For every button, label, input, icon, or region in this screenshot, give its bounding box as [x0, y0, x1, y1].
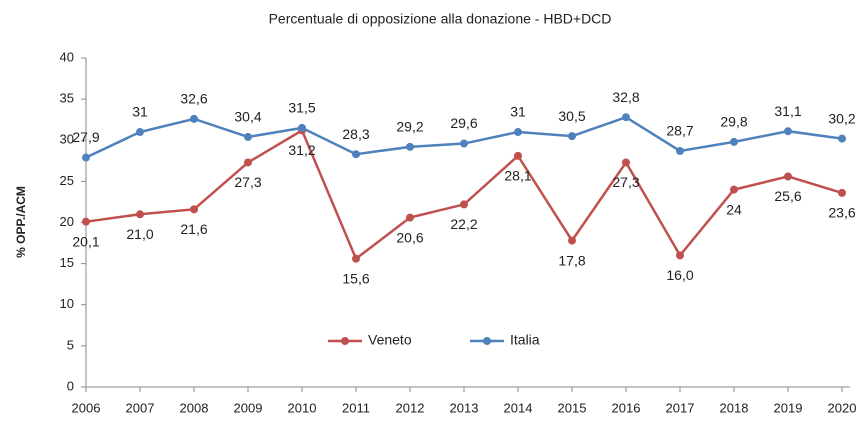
- data-label: 29,2: [396, 119, 423, 135]
- data-point: [676, 251, 684, 260]
- data-label: 28,1: [504, 168, 531, 184]
- data-point: [298, 123, 306, 132]
- data-label: 16,0: [666, 267, 693, 283]
- data-point: [568, 132, 576, 141]
- x-tick-label: 2013: [450, 400, 479, 415]
- series-line: [85, 128, 843, 261]
- y-tick-label: 5: [67, 337, 74, 352]
- data-point: [838, 188, 846, 197]
- data-point: [622, 158, 630, 167]
- data-point: [352, 254, 360, 263]
- data-label: 27,3: [612, 174, 639, 190]
- data-label: 31,5: [288, 100, 315, 116]
- data-point: [676, 146, 684, 155]
- data-label: 20,1: [72, 233, 99, 249]
- data-label: 27,3: [234, 174, 261, 190]
- data-point: [406, 213, 414, 222]
- y-tick-label: 15: [60, 255, 74, 270]
- x-tick-label: 2019: [774, 400, 803, 415]
- data-point: [82, 153, 90, 162]
- x-tick-label: 2007: [126, 400, 155, 415]
- data-label: 25,6: [774, 188, 801, 204]
- data-label: 17,8: [558, 252, 585, 268]
- data-point: [190, 114, 198, 123]
- data-label: 21,6: [180, 221, 207, 237]
- legend-marker: [341, 337, 349, 345]
- y-tick-label: 20: [60, 214, 74, 229]
- data-point: [784, 127, 792, 136]
- x-tick-label: 2012: [396, 400, 425, 415]
- y-tick-label: 0: [67, 378, 74, 393]
- legend-label: Italia: [510, 332, 540, 348]
- data-point: [622, 113, 630, 122]
- x-tick-label: 2006: [72, 400, 101, 415]
- legend-marker: [483, 337, 491, 345]
- data-point: [244, 158, 252, 167]
- data-label: 22,2: [450, 216, 477, 232]
- y-tick-label: 35: [60, 91, 74, 106]
- x-tick-label: 2010: [288, 400, 317, 415]
- x-tick-label: 2016: [612, 400, 641, 415]
- data-label: 32,8: [612, 89, 639, 105]
- data-label: 24: [726, 201, 742, 217]
- data-label: 30,4: [234, 109, 261, 125]
- y-tick-label: 25: [60, 173, 74, 188]
- data-point: [244, 132, 252, 141]
- data-label: 29,6: [450, 115, 477, 131]
- data-point: [730, 185, 738, 194]
- data-point: [136, 210, 144, 219]
- data-point: [136, 128, 144, 137]
- data-point: [568, 236, 576, 245]
- data-point: [406, 142, 414, 151]
- data-label: 20,6: [396, 229, 423, 245]
- data-label: 32,6: [180, 91, 207, 107]
- data-label: 15,6: [342, 270, 369, 286]
- x-tick-label: 2018: [720, 400, 749, 415]
- y-axis-label: % OPP./ACM: [14, 186, 28, 258]
- data-label: 28,7: [666, 123, 693, 139]
- data-label: 31,2: [288, 142, 315, 158]
- x-tick-label: 2017: [666, 400, 695, 415]
- legend-label: Veneto: [368, 332, 412, 348]
- data-label: 31: [132, 104, 148, 120]
- y-tick-label: 30: [60, 132, 74, 147]
- data-point: [784, 172, 792, 181]
- data-label: 31,1: [774, 103, 801, 119]
- x-tick-label: 2020: [828, 400, 857, 415]
- data-label: 27,9: [72, 129, 99, 145]
- y-tick-label: 40: [60, 49, 74, 64]
- data-label: 30,2: [828, 110, 855, 126]
- x-tick-label: 2011: [342, 400, 370, 415]
- data-point: [82, 217, 90, 226]
- data-point: [730, 137, 738, 146]
- x-tick-label: 2008: [180, 400, 209, 415]
- data-point: [514, 151, 522, 160]
- data-point: [352, 150, 360, 159]
- y-tick-label: 10: [60, 296, 74, 311]
- data-label: 29,8: [720, 114, 747, 130]
- data-point: [460, 139, 468, 148]
- data-label: 30,5: [558, 108, 585, 124]
- data-point: [460, 200, 468, 209]
- data-label: 31: [510, 104, 526, 120]
- data-point: [514, 128, 522, 137]
- x-tick-label: 2015: [558, 400, 587, 415]
- data-point: [190, 205, 198, 214]
- x-tick-label: 2014: [504, 400, 533, 415]
- chart-title: Percentuale di opposizione alla donazion…: [269, 11, 612, 27]
- data-label: 28,3: [342, 126, 369, 142]
- data-label: 21,0: [126, 226, 153, 242]
- x-tick-label: 2009: [234, 400, 263, 415]
- data-point: [838, 134, 846, 143]
- data-label: 23,6: [828, 205, 855, 221]
